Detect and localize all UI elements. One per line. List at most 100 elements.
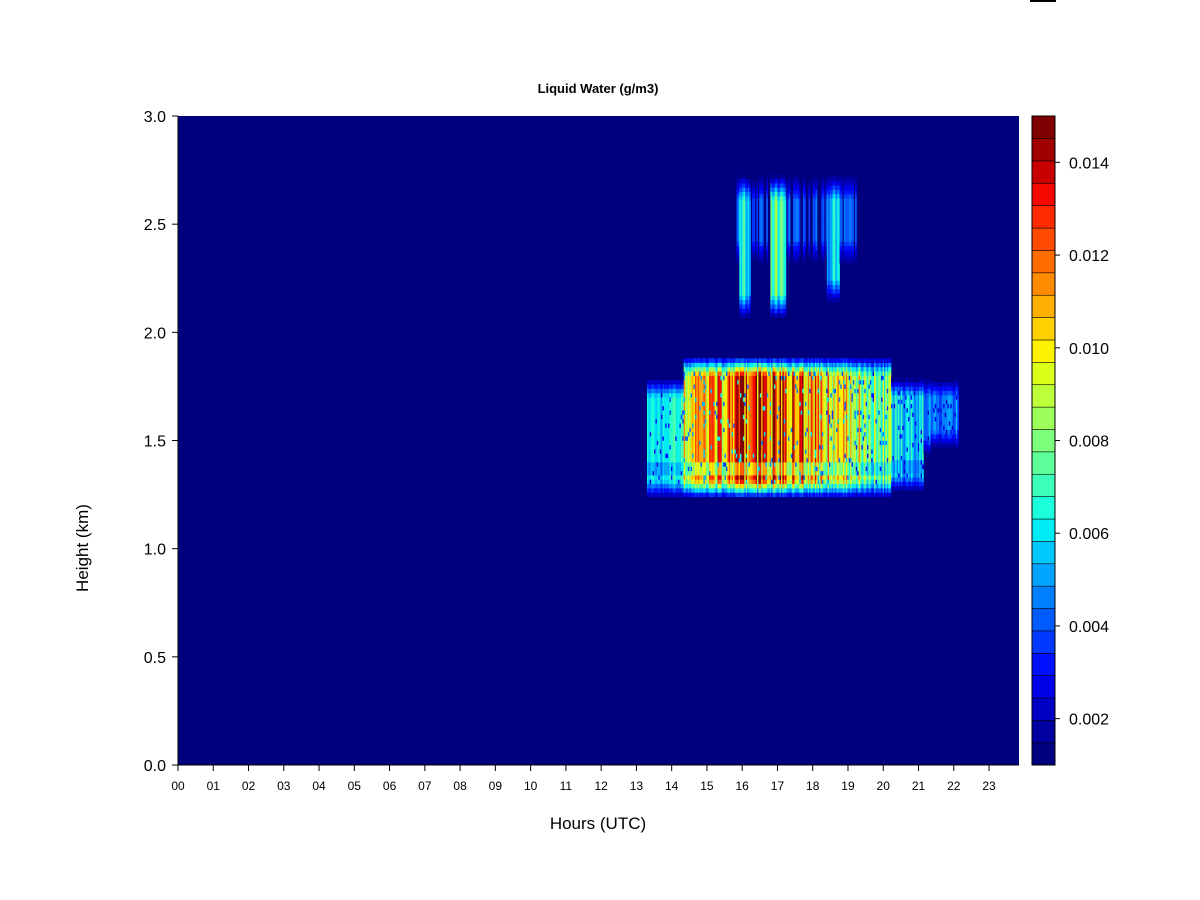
heatmap-cell — [678, 418, 680, 424]
heatmap-cell — [687, 384, 690, 389]
heatmap-cell — [672, 418, 675, 424]
heatmap-cell — [693, 462, 696, 467]
heatmap-cell — [759, 453, 762, 459]
heatmap-cell — [724, 427, 727, 433]
heatmap-cell — [730, 371, 732, 376]
heatmap-cell — [728, 358, 731, 363]
heatmap-cell — [656, 431, 659, 437]
heatmap-cell — [670, 483, 673, 489]
heatmap-cell — [679, 466, 682, 472]
heatmap-cell — [745, 444, 748, 450]
heatmap-cell — [765, 379, 768, 385]
heatmap-cell — [814, 375, 817, 381]
heatmap-cell — [679, 431, 682, 437]
heatmap-cell — [762, 366, 765, 372]
heatmap-cell — [696, 453, 699, 459]
heatmap-cell — [668, 384, 670, 389]
heatmap-cell — [862, 384, 865, 389]
heatmap-cell — [749, 379, 752, 385]
heatmap-cell — [778, 488, 780, 493]
heatmap-cell — [830, 479, 833, 485]
heatmap-cell — [758, 453, 761, 459]
heatmap-cell — [689, 470, 692, 476]
heatmap-cell — [721, 375, 724, 381]
heatmap-cell — [686, 453, 689, 459]
heatmap-cell — [845, 379, 848, 385]
heatmap-cell — [734, 384, 737, 389]
heatmap-cell — [680, 423, 683, 428]
heatmap-cell — [751, 462, 754, 467]
heatmap-cell — [828, 401, 831, 407]
heatmap-cell — [869, 375, 872, 381]
heatmap-cell — [823, 453, 826, 459]
heatmap-cell — [690, 427, 693, 433]
heatmap-cell — [757, 397, 759, 402]
heatmap-cell — [730, 427, 732, 433]
heatmap-cell — [773, 449, 776, 454]
heatmap-cell — [752, 392, 755, 398]
heatmap-cell — [802, 457, 804, 463]
heatmap-cell — [669, 388, 672, 394]
heatmap-cell — [771, 466, 773, 472]
heatmap-cell — [742, 401, 745, 407]
heatmap-cell — [747, 384, 749, 389]
heatmap-cell — [769, 453, 772, 459]
heatmap-cell — [678, 488, 680, 493]
heatmap-cell — [792, 483, 794, 489]
heatmap-cell — [861, 444, 864, 450]
heatmap-cell — [812, 423, 814, 428]
heatmap-cell — [724, 436, 727, 441]
heatmap-cell — [751, 483, 754, 489]
heatmap-cell — [749, 436, 752, 441]
heatmap-cell — [725, 375, 728, 381]
heatmap-cell — [703, 405, 706, 411]
heatmap-cell — [768, 423, 770, 428]
heatmap-cell — [820, 427, 823, 433]
heatmap-cell — [733, 492, 735, 498]
heatmap-cell — [701, 362, 704, 368]
heatmap-cell — [817, 488, 820, 493]
heatmap-cell — [833, 384, 835, 389]
heatmap-cell — [683, 392, 686, 398]
heatmap-cell — [706, 431, 708, 437]
heatmap-cell — [725, 414, 728, 420]
heatmap-cell — [865, 366, 868, 372]
heatmap-cell — [744, 366, 747, 372]
heatmap-cell — [658, 462, 660, 467]
heatmap-cell — [857, 466, 859, 472]
heatmap-cell — [831, 397, 834, 402]
heatmap-cell — [733, 414, 735, 420]
heatmap-cell — [673, 414, 676, 420]
heatmap-cell — [773, 479, 776, 485]
heatmap-cell — [804, 418, 807, 424]
heatmap-cell — [823, 405, 826, 411]
heatmap-cell — [701, 483, 704, 489]
heatmap-cell — [854, 470, 857, 476]
heatmap-cell — [812, 362, 814, 368]
heatmap-cell — [817, 384, 820, 389]
heatmap-cell — [717, 388, 720, 394]
heatmap-cell — [752, 397, 755, 402]
heatmap-cell — [752, 483, 755, 489]
heatmap-cell — [814, 440, 817, 446]
heatmap-cell — [802, 414, 804, 420]
heatmap-cell — [755, 457, 758, 463]
heatmap-cell — [758, 488, 761, 493]
heatmap-cell — [786, 453, 789, 459]
heatmap-cell — [690, 449, 693, 454]
heatmap-cell — [864, 431, 866, 437]
heatmap-cell — [723, 449, 725, 454]
heatmap-cell — [867, 423, 869, 428]
heatmap-cell — [788, 362, 790, 368]
heatmap-cell — [713, 453, 715, 459]
heatmap-cell — [706, 453, 708, 459]
heatmap-cell — [830, 453, 833, 459]
heatmap-cell — [779, 449, 782, 454]
heatmap-cell — [812, 379, 814, 385]
heatmap-cell — [745, 379, 748, 385]
heatmap-cell — [652, 479, 655, 485]
heatmap-cell — [755, 462, 758, 467]
heatmap-cell — [806, 388, 809, 394]
heatmap-cell — [704, 392, 707, 398]
heatmap-cell — [703, 449, 706, 454]
